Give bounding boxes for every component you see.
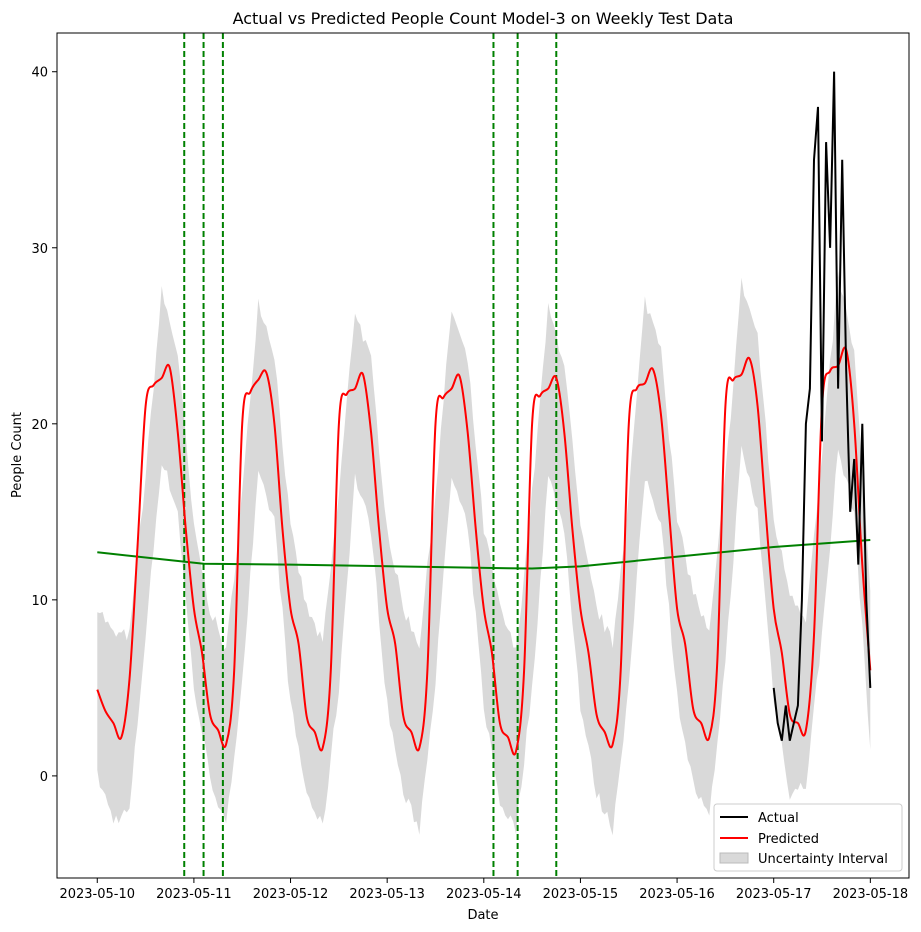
legend-interval-label: Uncertainty Interval xyxy=(758,852,888,867)
y-tick-label-1: 0 xyxy=(40,770,48,785)
plot-frame xyxy=(56,32,910,879)
x-axis: 2023-05-10 2023-05-11 2023-05-12 2023-05-13… xyxy=(59,878,908,902)
x-tick-label-4: 2023-05-13 xyxy=(349,887,425,902)
x-tick-label-2: 2023-05-11 xyxy=(156,887,232,902)
legend: Actual Predicted Uncertainty Interval xyxy=(713,803,903,872)
y-tick-label-4: 30 xyxy=(31,242,48,257)
y-axis-label: People Count xyxy=(10,412,25,498)
legend-predicted-label: Predicted xyxy=(758,832,819,847)
x-tick-label-9: 2023-05-18 xyxy=(833,887,909,902)
legend-actual-label: Actual xyxy=(758,811,799,826)
actual-series-line xyxy=(772,71,872,741)
x-axis-label: Date xyxy=(467,908,498,923)
predicted-series-line xyxy=(96,346,872,756)
y-tick-label-2: 10 xyxy=(31,594,48,609)
legend-interval-swatch xyxy=(719,852,749,864)
chart-title: Actual vs Predicted People Count Model-3… xyxy=(233,9,734,28)
trend-line xyxy=(97,539,871,570)
x-tick-label-6: 2023-05-15 xyxy=(543,887,619,902)
x-tick-label-7: 2023-05-16 xyxy=(639,887,715,902)
x-tick-label-1: 2023-05-10 xyxy=(59,887,135,902)
y-tick-label-3: 20 xyxy=(31,418,48,433)
x-tick-label-8: 2023-05-17 xyxy=(736,887,812,902)
y-tick-label-5: 40 xyxy=(31,66,48,81)
x-tick-label-3: 2023-05-12 xyxy=(253,887,329,902)
x-tick-label-5: 2023-05-14 xyxy=(446,887,522,902)
legend-box xyxy=(713,803,903,872)
y-axis: 0 10 20 30 40 xyxy=(31,66,57,785)
uncertainty-interval-band xyxy=(97,271,871,836)
plot-area xyxy=(96,33,872,878)
